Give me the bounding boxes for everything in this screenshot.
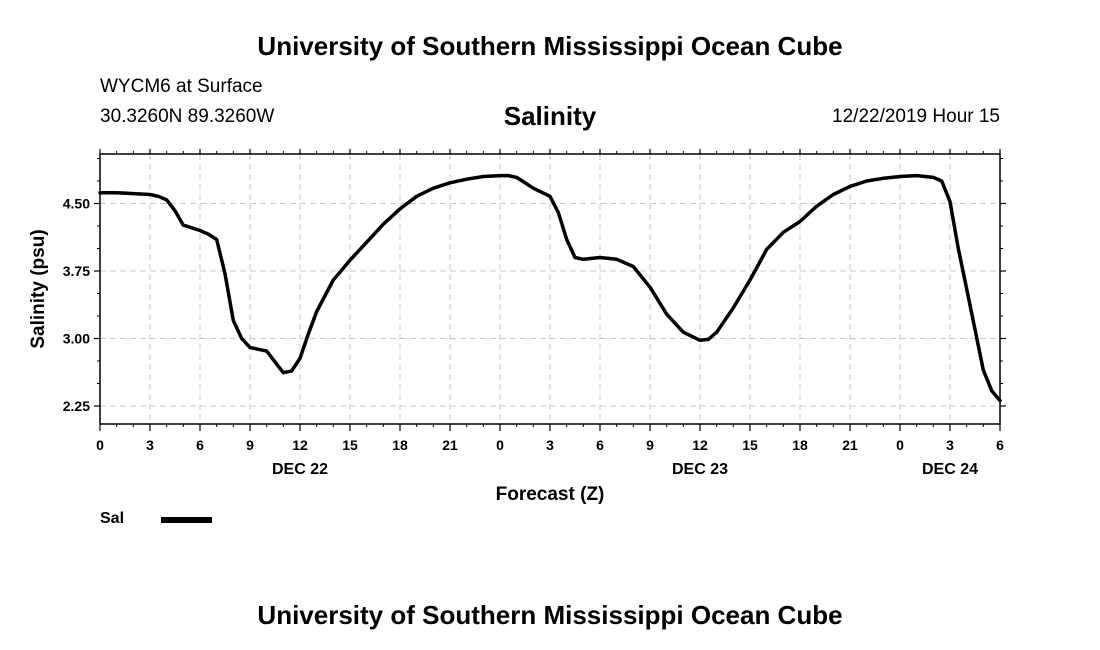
x-tick-label: 0 [896,437,904,453]
date-label: DEC 22 [272,461,328,478]
x-tick-label: 6 [996,437,1004,453]
x-tick-label: 18 [792,437,808,453]
x-axis-label: Forecast (Z) [496,484,605,505]
axis-ticks: 0 3 6 9 12 15 18 21 0 3 6 9 12 15 18 21 0 3 6 DEC 22 DEC 23 D… [63,149,1006,478]
legend-label: Sal [100,510,125,527]
x-tick-label: 9 [246,437,254,453]
x-tick-label: 3 [546,437,554,453]
y-tick-label: 3.00 [63,331,90,347]
station-coords: 30.3260N 89.3260W [100,106,275,127]
y-tick-label: 2.25 [63,398,90,414]
x-tick-label: 3 [946,437,954,453]
series-lines [98,173,1002,403]
x-tick-label: 3 [146,437,154,453]
series-line-sal [98,173,1002,403]
x-tick-label: 12 [292,437,308,453]
chart-title: Salinity [503,101,597,131]
date-label: DEC 24 [922,461,978,478]
forecast-timestamp: 12/22/2019 Hour 15 [832,106,1000,127]
x-tick-label: 21 [842,437,858,453]
y-tick-label: 3.75 [63,263,90,279]
date-label: DEC 23 [672,461,728,478]
x-tick-label: 12 [692,437,708,453]
station-name: WYCM6 at Surface [100,76,263,97]
x-tick-label: 21 [442,437,458,453]
x-tick-label: 15 [342,437,358,453]
x-tick-label: 15 [742,437,758,453]
grid-lines [100,154,1000,424]
legend-line-swatch [161,517,212,523]
footer-title: University of Southern Mississippi Ocean… [257,600,843,630]
x-tick-label: 6 [196,437,204,453]
x-tick-label: 0 [96,437,104,453]
y-tick-label: 4.50 [63,196,90,212]
x-tick-label: 0 [496,437,504,453]
header-title: University of Southern Mississippi Ocean… [257,31,843,61]
x-tick-label: 6 [596,437,604,453]
y-axis-label: Salinity (psu) [28,229,49,348]
x-tick-label: 9 [646,437,654,453]
x-tick-label: 18 [392,437,408,453]
